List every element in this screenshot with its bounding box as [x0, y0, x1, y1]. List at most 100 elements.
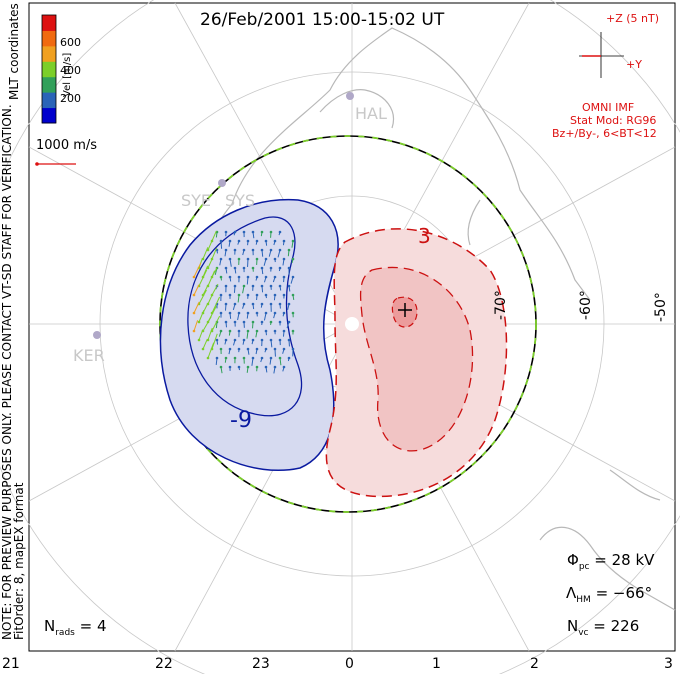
velocity-vector [278, 231, 281, 236]
lambda-value: = −66° [595, 584, 653, 602]
velocity-vector [252, 303, 255, 310]
velocity-vector [202, 338, 208, 350]
contour-label-positive: 3 [418, 224, 431, 248]
velocity-vector [228, 348, 231, 355]
mlt-tick-1: 1 [432, 656, 441, 672]
velocity-vector [282, 348, 285, 354]
velocity-vector [261, 285, 264, 293]
velocity-vector [193, 320, 199, 332]
mlt-tick-2: 2 [530, 656, 539, 672]
lambda-sub: HM [576, 595, 591, 605]
imf-model: Stat Mod: RG96 [570, 114, 657, 127]
colorbar-outline [41, 14, 57, 124]
velocity-vector [255, 240, 258, 245]
velocity-vector [215, 321, 218, 329]
velocity-vector [263, 276, 267, 283]
velocity-vector [273, 240, 276, 246]
velocity-vector [255, 330, 258, 338]
velocity-vector [229, 276, 232, 282]
velocity-vector [287, 357, 290, 362]
nrads-sub: rads [55, 628, 75, 638]
lambda-symbol: Λ [566, 584, 577, 602]
velocity-vector [202, 284, 209, 296]
velocity-vector [232, 303, 236, 311]
velocity-vector [229, 312, 232, 319]
colorbar-segment [42, 15, 56, 31]
map-title: 26/Feb/2001 15:00-15:02 UT [200, 10, 445, 30]
velocity-vector [242, 249, 245, 256]
velocity-vector [233, 339, 236, 346]
velocity-vector [265, 240, 268, 246]
velocity-vector [287, 303, 290, 311]
velocity-vector [292, 294, 295, 300]
velocity-vector [220, 366, 223, 374]
velocity-vector [211, 315, 221, 332]
velocity-vector [215, 357, 218, 365]
velocity-vector [198, 309, 205, 323]
colorbar-segment [42, 107, 56, 124]
velocity-vector [273, 366, 276, 374]
mlt-tick-21: 21 [2, 656, 20, 672]
latitude-label-70: -70° [493, 290, 509, 320]
velocity-vector [229, 258, 232, 267]
velocity-vector [207, 342, 215, 359]
velocity-vector [218, 330, 222, 337]
imf-condition: Bz+/By-, 6<BT<12 [552, 127, 657, 140]
velocity-vector [279, 285, 282, 291]
nvc-value: = 226 [593, 617, 640, 635]
velocity-vector [228, 330, 231, 336]
velocity-vector [255, 276, 258, 281]
mlt-tick-3: 3 [664, 656, 673, 672]
velocity-vector [237, 312, 240, 321]
coordinates-label: MLT coordinates [7, 3, 21, 100]
coastline [199, 27, 676, 611]
velocity-vector [215, 231, 218, 238]
velocity-vector [207, 327, 213, 341]
velocity-vector [207, 294, 213, 305]
velocity-vector [224, 339, 227, 345]
phi-value: = 28 kV [594, 551, 655, 569]
velocity-vector [246, 366, 249, 373]
velocity-vector [198, 289, 207, 305]
velocity-vector [216, 339, 219, 345]
velocity-vector [246, 312, 249, 319]
velocity-vector [234, 267, 237, 274]
station-label-sys: SYS [225, 191, 256, 210]
colorbar-tick-200: 200 [60, 92, 81, 105]
velocity-vector [216, 249, 218, 254]
station-label-sye: SYE [181, 191, 212, 210]
velocity-vector [251, 357, 254, 366]
colorbar-segment [42, 76, 56, 93]
velocity-vector [287, 249, 290, 257]
velocity-vector [282, 240, 285, 246]
velocity-vector [207, 238, 214, 251]
colorbar-tick-400: 400 [60, 64, 81, 77]
mlt-tick-22: 22 [155, 656, 173, 672]
imf-source: OMNI IMF [582, 101, 635, 114]
velocity-vector [202, 247, 209, 260]
velocity-vector [193, 262, 202, 278]
velocity-vector [291, 240, 294, 248]
velocity-vector [261, 249, 264, 257]
velocity-vector [264, 348, 267, 353]
mlt-tick-0: 0 [345, 656, 354, 672]
velocity-vector [263, 312, 267, 321]
phi-pc-stat: Φpc = 28 kV [567, 551, 654, 572]
nrads-symbol: N [44, 617, 56, 635]
colorbar-segment [42, 45, 56, 62]
nvc-symbol: N [567, 617, 579, 635]
velocity-vector [261, 267, 264, 275]
colorbar-tick-600: 600 [60, 36, 81, 49]
lambda-hm-stat: ΛHM = −66° [566, 584, 652, 605]
velocity-vector [260, 303, 263, 308]
velocity-vector [270, 339, 273, 348]
velocity-vector [220, 240, 223, 249]
phi-sub: pc [578, 562, 590, 572]
velocity-vector [211, 283, 219, 296]
velocity-vector [269, 357, 272, 365]
velocity-vector [233, 285, 236, 293]
velocity-vector [211, 248, 218, 260]
velocity-vector [198, 269, 208, 287]
velocity-vector [263, 258, 267, 266]
